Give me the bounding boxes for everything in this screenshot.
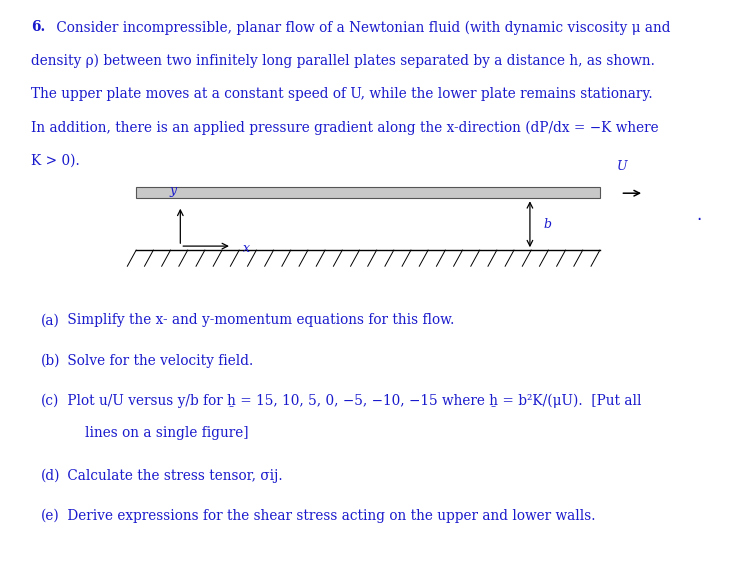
- Text: y: y: [169, 184, 177, 197]
- Text: lines on a single figure]: lines on a single figure]: [85, 426, 248, 439]
- Text: Consider incompressible, planar flow of a Newtonian fluid (with dynamic viscosit: Consider incompressible, planar flow of …: [52, 20, 670, 34]
- Text: (a): (a): [40, 313, 60, 327]
- Text: ·: ·: [696, 210, 702, 229]
- Text: The upper plate moves at a constant speed of U, while the lower plate remains st: The upper plate moves at a constant spee…: [31, 87, 653, 101]
- Text: Plot u/U versus y/b for ẖ = 15, 10, 5, 0, −5, −10, −15 where ẖ = b²K/(μU).  [Put: Plot u/U versus y/b for ẖ = 15, 10, 5, 0…: [63, 394, 641, 408]
- Text: Solve for the velocity field.: Solve for the velocity field.: [63, 354, 252, 367]
- Text: (b): (b): [40, 354, 60, 367]
- Text: b: b: [543, 218, 551, 231]
- Text: Simplify the x- and y-momentum equations for this flow.: Simplify the x- and y-momentum equations…: [63, 313, 454, 327]
- Text: (c): (c): [40, 394, 59, 408]
- Text: 6.: 6.: [31, 20, 45, 34]
- Bar: [136, 187, 600, 198]
- Text: K > 0).: K > 0).: [31, 154, 79, 167]
- Text: In addition, there is an applied pressure gradient along the x-direction (dP/dx : In addition, there is an applied pressur…: [31, 120, 659, 135]
- Text: U: U: [617, 159, 627, 172]
- Text: Derive expressions for the shear stress acting on the upper and lower walls.: Derive expressions for the shear stress …: [63, 509, 595, 523]
- Text: x: x: [243, 243, 250, 255]
- Text: (e): (e): [40, 509, 59, 523]
- Text: density ρ) between two infinitely long parallel plates separated by a distance h: density ρ) between two infinitely long p…: [31, 53, 655, 68]
- Text: Calculate the stress tensor, σij.: Calculate the stress tensor, σij.: [63, 469, 282, 482]
- Text: (d): (d): [40, 469, 60, 482]
